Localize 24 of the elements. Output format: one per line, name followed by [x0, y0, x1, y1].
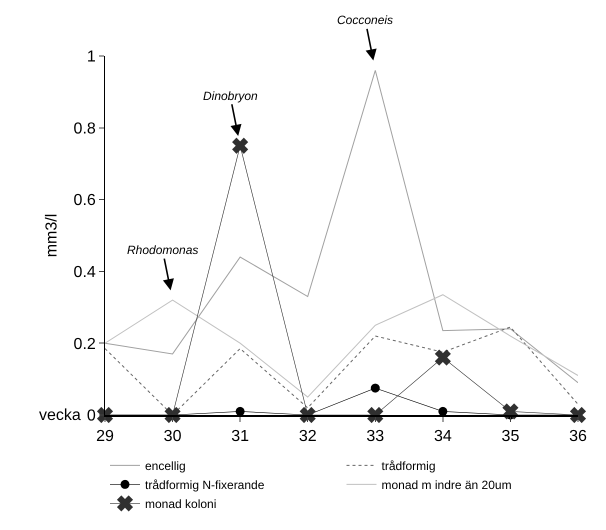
x-tick-label: 36 [569, 428, 587, 446]
x-tick-label: 32 [298, 428, 317, 446]
x-tick-label: 33 [366, 428, 384, 446]
x-tick-label: 34 [434, 428, 452, 446]
y-axis-title: mm3/l [43, 214, 60, 258]
x-tick-label: 29 [96, 428, 114, 446]
legend-label: monad m indre än 20um [382, 478, 512, 492]
x-tick-label: 35 [502, 428, 520, 446]
y-tick-label: 0.4 [74, 264, 96, 281]
y-tick-label: 0 [86, 408, 96, 425]
legend-label: trådformig N-fixerande [145, 478, 265, 492]
legend-label: encellig [145, 459, 186, 474]
y-tick-label: 0.6 [74, 192, 96, 210]
y-tick-label: 0.2 [74, 336, 96, 353]
legend-label: monad koloni [145, 497, 216, 512]
annotation: Dinobryon [203, 89, 258, 103]
legend-label: trådformig [382, 459, 436, 474]
x-axis-title: vecka [39, 407, 81, 424]
x-tick-label: 31 [231, 428, 250, 446]
x-tick-label: 30 [164, 428, 182, 446]
y-tick-label: 0.8 [74, 120, 96, 138]
annotation: Rhodomonas [127, 243, 198, 257]
annotation: Cocconeis [337, 13, 394, 27]
y-tick-label: 1 [86, 48, 96, 66]
